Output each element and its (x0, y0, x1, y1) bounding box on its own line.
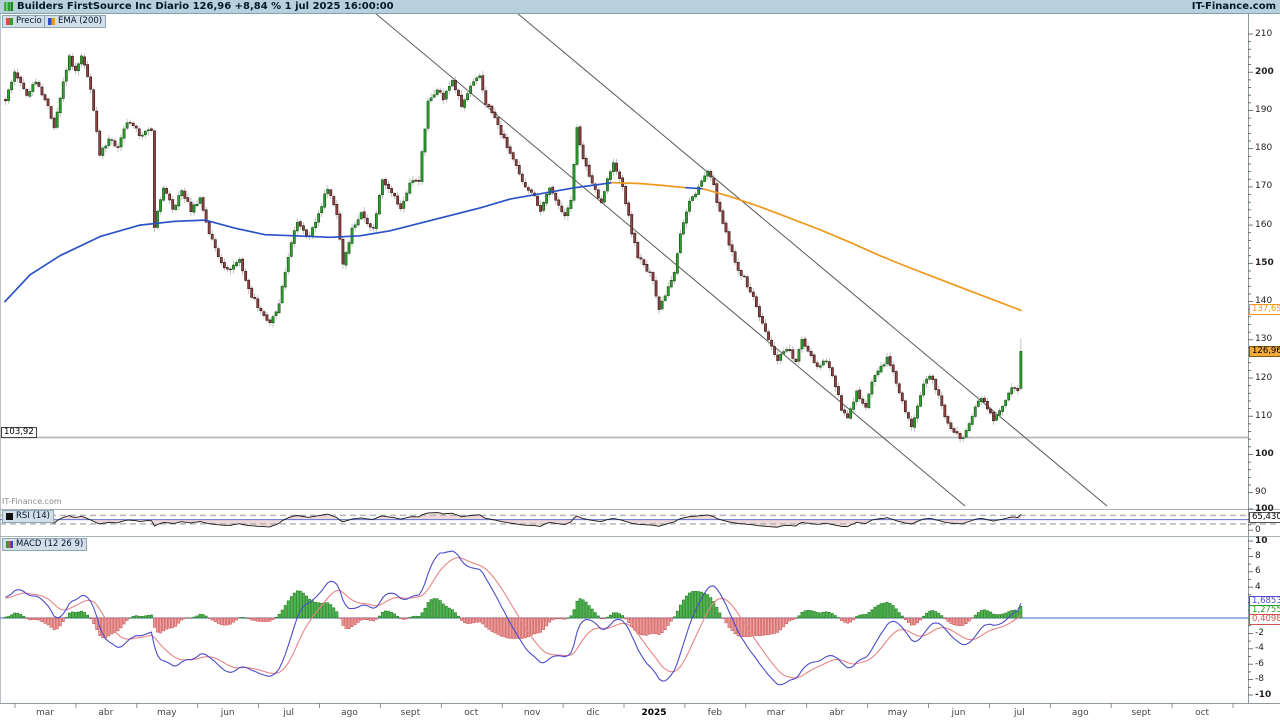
month-label-jul: jul (283, 708, 294, 718)
last-price-label: 126,96 (1249, 346, 1280, 357)
macd-axis-label: 6 (1255, 566, 1261, 577)
ema-value-label: 137,69 (1249, 304, 1280, 315)
month-label-sept: sept (400, 708, 421, 718)
support-price-label: 103,92 (1, 427, 37, 438)
macd-axis-label: -6 (1255, 658, 1264, 669)
price-axis-label: 100 (1255, 448, 1274, 459)
macd-axis-label: -8 (1255, 674, 1264, 685)
price-axis-label: 170 (1255, 181, 1273, 192)
month-label-mar: mar (36, 708, 54, 718)
month-label-feb: feb (707, 708, 723, 718)
ema-series-icon (48, 18, 55, 25)
macd-axis-label: 4 (1255, 581, 1261, 592)
price-axis-label: 200 (1255, 66, 1274, 77)
month-label-dic: dic (586, 708, 600, 718)
tab-rsi[interactable]: RSI (14) (2, 510, 54, 523)
brand-link[interactable]: IT-Finance.com (1191, 1, 1276, 12)
price-axis-label: 130 (1255, 334, 1273, 345)
tab-precio[interactable]: Precio (2, 15, 46, 28)
month-label-oct: oct (464, 708, 479, 718)
month-label-ago: ago (341, 708, 358, 718)
month-label-may: may (156, 708, 177, 718)
price-axis-label: 180 (1255, 143, 1273, 154)
month-label-2025: 2025 (641, 708, 667, 718)
watermark: IT-Finance.com (2, 497, 62, 506)
price-axis-label: 150 (1255, 257, 1274, 268)
rsi-axis-label: 0 (1255, 524, 1261, 535)
tab-precio-label: Precio (16, 16, 42, 26)
price-axis-label: 110 (1255, 410, 1273, 421)
month-label-mar: mar (766, 708, 785, 718)
app-chart-icon (4, 2, 13, 11)
month-label-abr: abr (98, 708, 114, 718)
macd-series-icon (6, 541, 13, 548)
month-label-jul: jul (1014, 708, 1025, 718)
title-bar: Builders FirstSource Inc Diario 126,96 +… (0, 0, 1280, 14)
macd-axis-label: 8 (1255, 550, 1261, 561)
macd-axis-label: -10 (1255, 689, 1272, 700)
tab-ema200[interactable]: EMA (200) (44, 15, 107, 28)
macd-axis-label: 10 (1255, 535, 1268, 546)
month-label-sept: sept (1131, 708, 1151, 718)
month-label-abr: abr (829, 708, 845, 718)
month-label-jun: jun (220, 708, 235, 718)
macd-axis-label: -2 (1255, 627, 1264, 638)
price-axis-label: 140 (1255, 296, 1273, 307)
month-label-may: may (887, 708, 908, 718)
rsi-series-icon (6, 513, 13, 520)
month-label-jun: jun (951, 708, 966, 718)
instrument-title: Builders FirstSource Inc Diario 126,96 +… (17, 1, 394, 12)
macd-hist-value-label: 0,4098 (1249, 614, 1280, 625)
macd-axis-label: -4 (1255, 643, 1264, 654)
month-label-oct: oct (1195, 708, 1210, 718)
time-axis-scale[interactable] (0, 703, 1280, 720)
tab-rsi-label: RSI (14) (16, 511, 50, 521)
tab-macd-label: MACD (12 26 9) (16, 539, 84, 549)
tab-ema-label: EMA (200) (58, 16, 103, 26)
price-axis-label: 210 (1255, 28, 1273, 39)
price-axis-label: 90 (1255, 487, 1267, 498)
price-axis-label: 160 (1255, 219, 1273, 230)
price-axis-label: 120 (1255, 372, 1273, 383)
tab-macd[interactable]: MACD (12 26 9) (2, 538, 88, 551)
price-axis-label: 190 (1255, 104, 1273, 115)
month-label-ago: ago (1071, 708, 1089, 718)
month-label-nov: nov (523, 708, 541, 718)
rsi-axis-label: 100 (1255, 503, 1274, 514)
price-series-icon (6, 18, 13, 25)
rsi-value-label: 65,430 (1249, 512, 1280, 523)
